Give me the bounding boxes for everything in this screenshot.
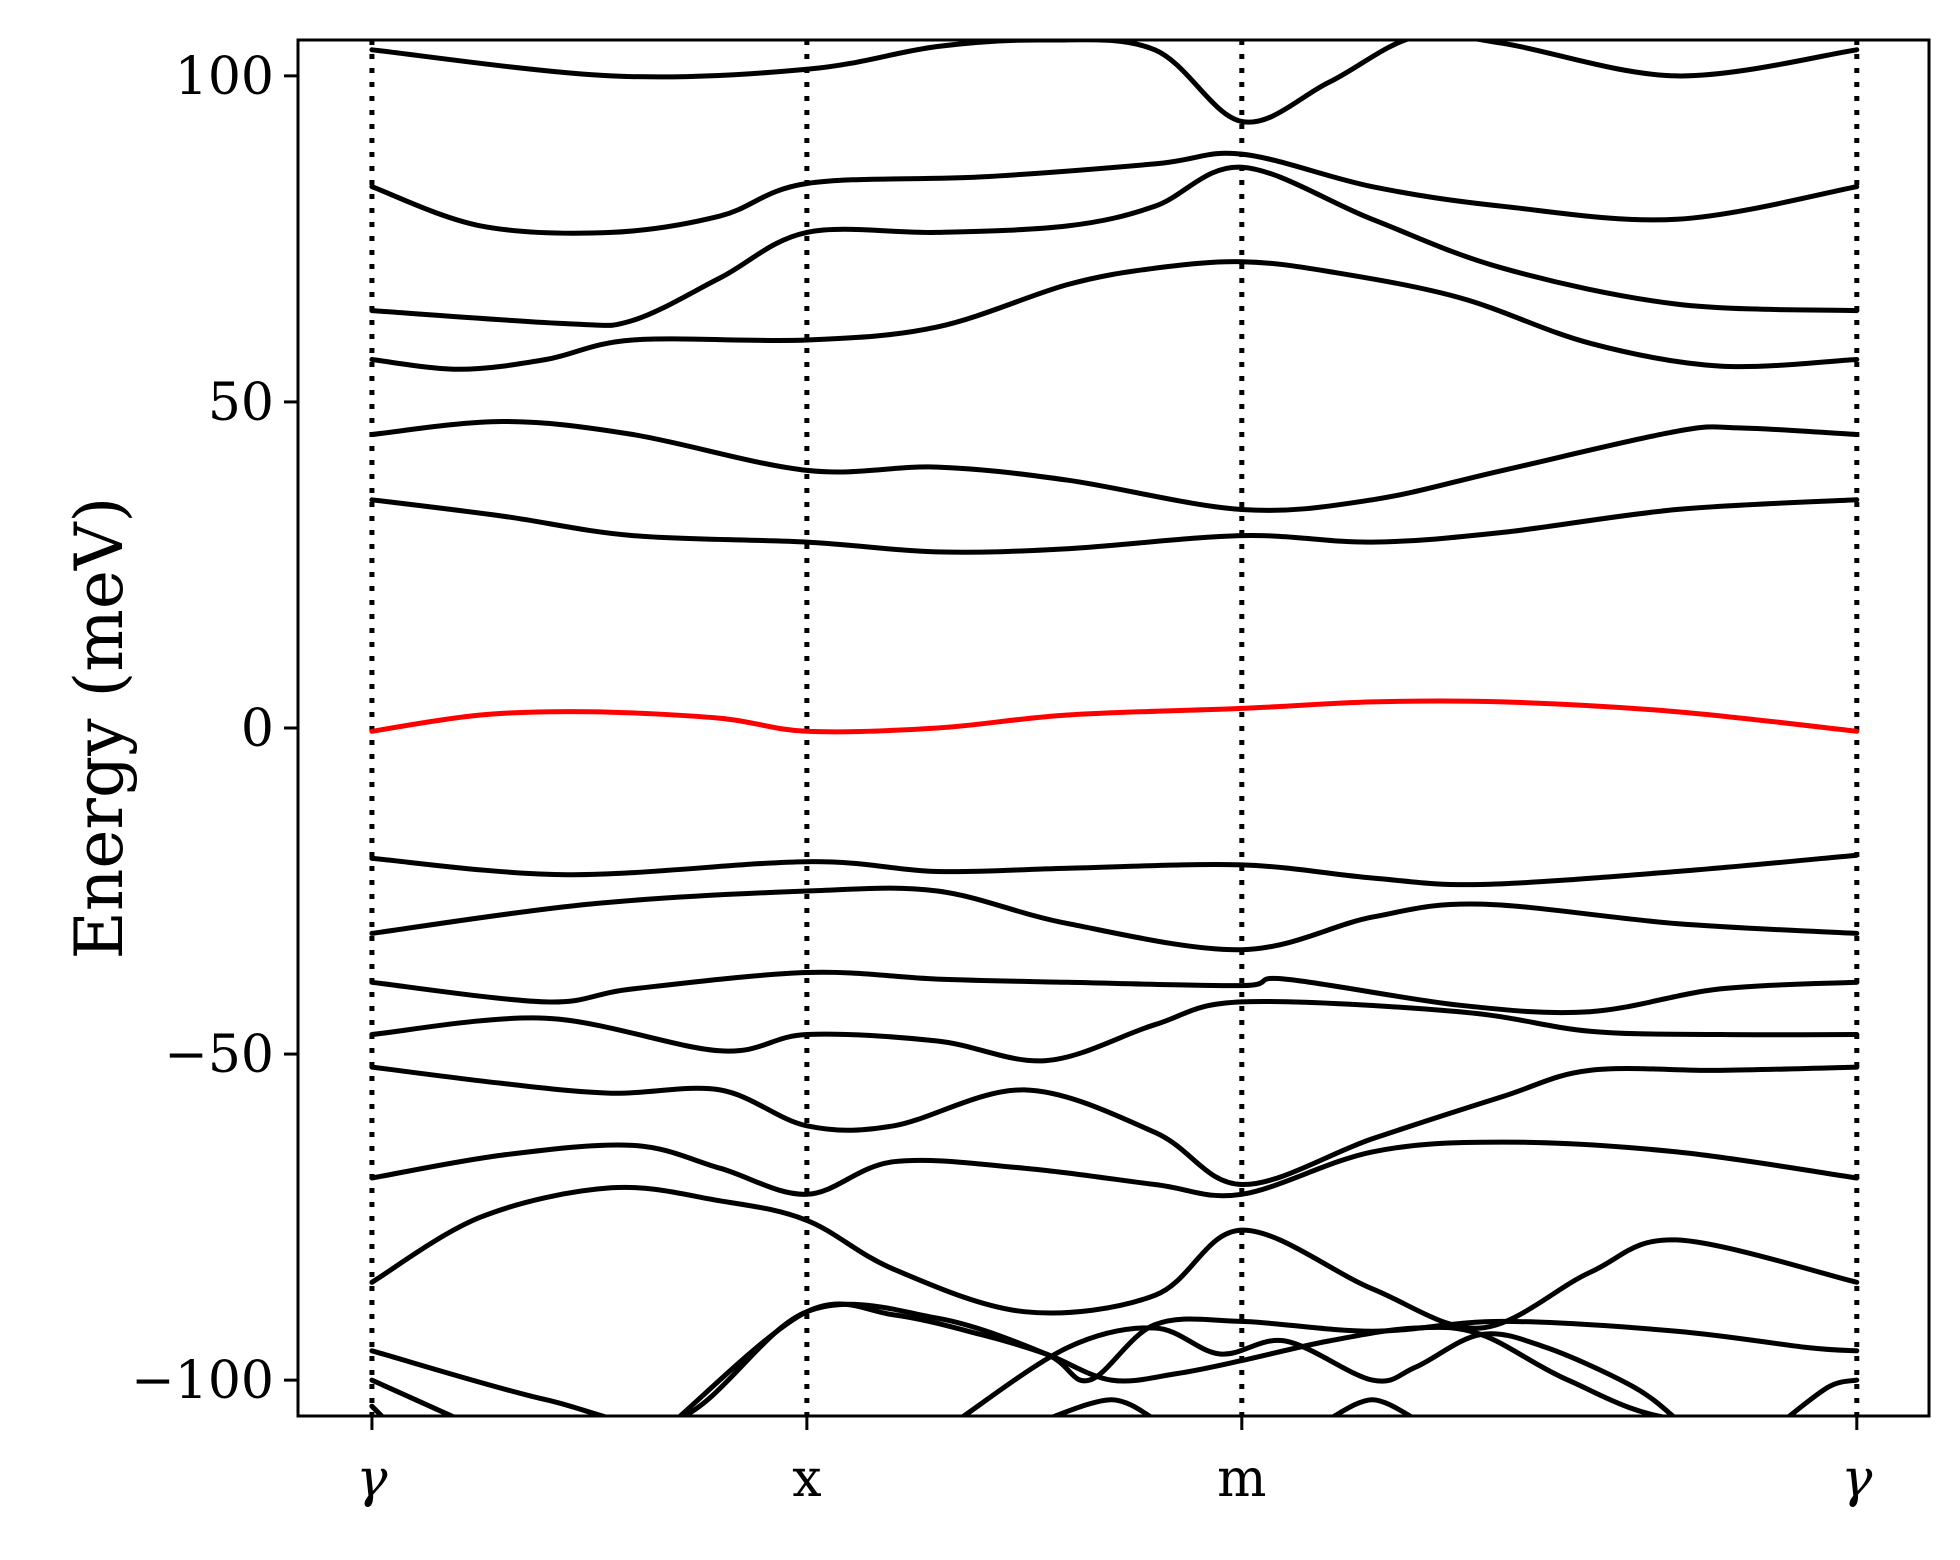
band-line-4	[369, 419, 1860, 513]
plot-frame	[296, 38, 1931, 1418]
band-line-21	[369, 1403, 386, 1416]
band-lines	[369, 40, 1860, 1416]
band-line-19	[1329, 1397, 1415, 1416]
y-axis-ticks: 100 50 0 −50 −100	[131, 47, 298, 1411]
y-axis-label: Energy (meV)	[61, 497, 138, 960]
y-tick-label: 0	[241, 699, 274, 759]
x-tick-label: x	[792, 1449, 821, 1509]
band-line-9	[369, 969, 1860, 1016]
band-line-12	[369, 1139, 1860, 1199]
y-tick-label: −50	[164, 1025, 274, 1085]
x-tick-label: γ	[356, 1449, 388, 1509]
band-line-16	[369, 1377, 458, 1416]
band-line-13	[369, 1184, 1860, 1331]
band-line-7	[369, 852, 1860, 888]
y-tick-label: 100	[175, 47, 274, 107]
x-tick-label: γ	[1841, 1449, 1873, 1509]
band-line-17	[959, 1325, 1677, 1416]
band-line-15	[676, 1301, 1673, 1416]
band-line-11	[369, 1064, 1860, 1188]
band-line-1	[369, 150, 1860, 236]
x-tick-label: m	[1217, 1449, 1266, 1509]
band-line-3	[369, 259, 1860, 372]
y-tick-label: −100	[131, 1351, 274, 1411]
band-line-8	[369, 885, 1860, 953]
band-line-10	[369, 998, 1860, 1064]
high-symmetry-lines	[369, 40, 1860, 1416]
y-tick-label: 50	[208, 373, 274, 433]
band-line-2	[369, 164, 1860, 328]
band-line-18	[1048, 1397, 1155, 1416]
band-line-0	[369, 40, 1860, 125]
band-line-20	[1785, 1377, 1860, 1416]
band-line-5	[369, 497, 1860, 555]
band-line-highlight	[369, 698, 1860, 735]
band-line-14	[369, 1301, 1860, 1416]
